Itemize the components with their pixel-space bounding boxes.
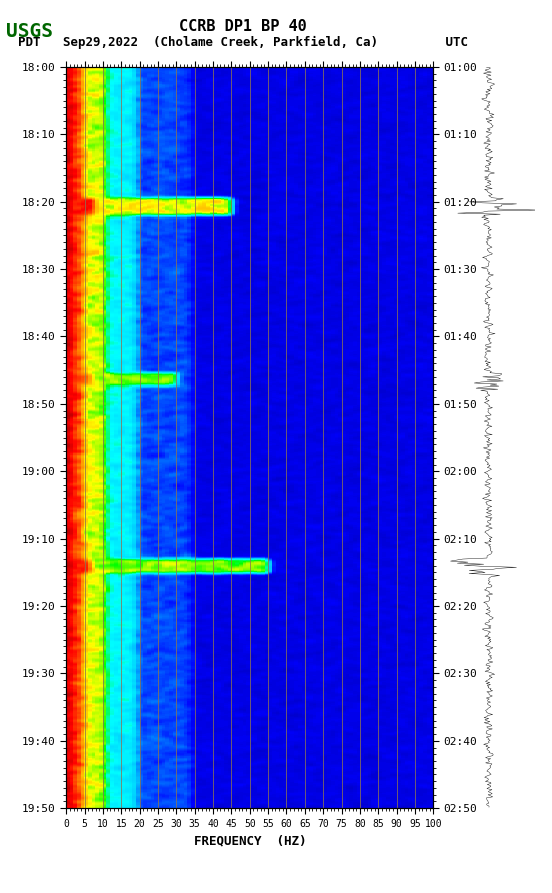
Text: PDT   Sep29,2022  (Cholame Creek, Parkfield, Ca)         UTC: PDT Sep29,2022 (Cholame Creek, Parkfield… — [18, 36, 468, 49]
Text: USGS: USGS — [6, 22, 52, 41]
Text: CCRB DP1 BP 40: CCRB DP1 BP 40 — [179, 19, 307, 34]
X-axis label: FREQUENCY  (HZ): FREQUENCY (HZ) — [194, 834, 306, 847]
